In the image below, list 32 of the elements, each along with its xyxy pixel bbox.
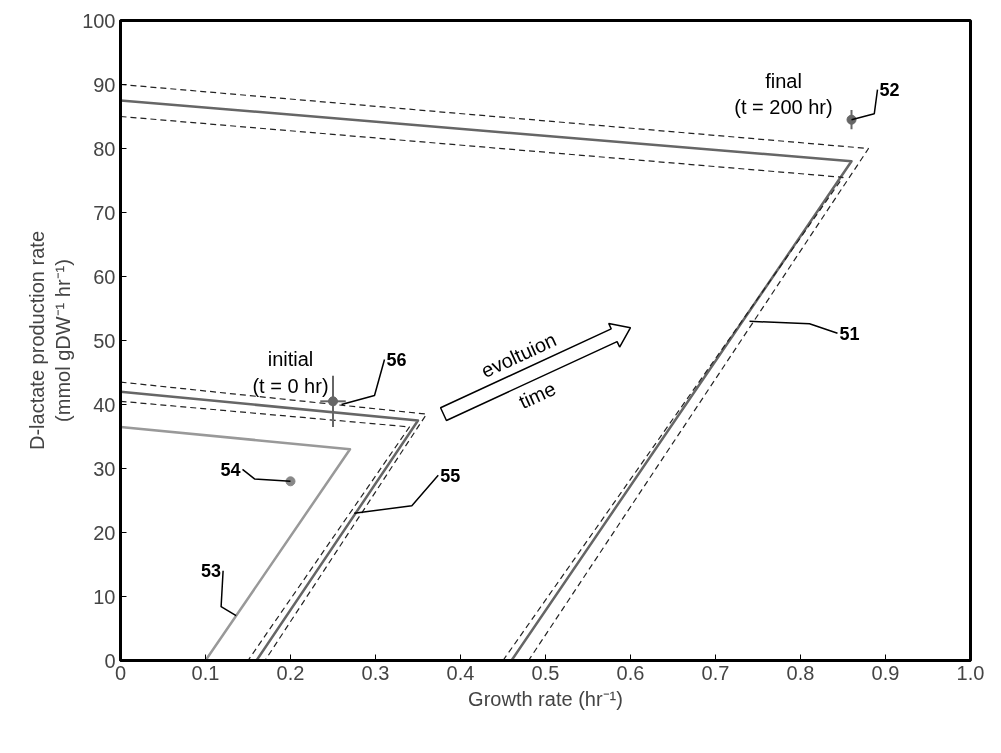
annotation: time: [515, 377, 559, 413]
annotation: initial (t = 0 hr): [252, 348, 329, 397]
x-tick-label: 0.2: [276, 661, 305, 684]
annotation: 55: [440, 465, 461, 486]
y-axis-title: D-lactate production rate (mmol gDW⁻¹ hr⁻¹): [25, 230, 75, 450]
annotation: 53: [201, 561, 222, 582]
y-tick-label: 20: [93, 521, 116, 544]
x-tick-label: 0.1: [191, 661, 220, 684]
y-tick-label: 40: [93, 393, 116, 416]
x-tick-label: 0.6: [616, 661, 645, 684]
x-tick-label: 0.9: [871, 661, 900, 684]
y-tick-label: 80: [93, 137, 116, 160]
annotation: 51: [839, 323, 860, 344]
x-tick-label: 0.5: [531, 661, 560, 684]
x-tick-label: 0.7: [701, 661, 730, 684]
point: [328, 396, 338, 407]
x-axis-title: Growth rate (hr⁻¹): [468, 687, 623, 710]
y-tick-label: 100: [82, 9, 116, 32]
y-tick-label: 70: [93, 201, 116, 224]
annotation: 56: [386, 350, 407, 370]
y-tick-label: 60: [93, 265, 116, 288]
x-tick-label: 0.8: [786, 661, 815, 684]
x-tick-label: 1.0: [956, 661, 985, 684]
annotation: final (t = 200 hr): [734, 69, 833, 119]
annotation: 54: [220, 459, 241, 480]
y-tick-label: 10: [93, 585, 116, 608]
x-tick-label: 0.3: [361, 661, 390, 684]
x-tick-label: 0.4: [446, 661, 475, 684]
y-tick-label: 50: [93, 329, 116, 352]
annotation: 52: [879, 80, 900, 101]
y-tick-label: 30: [93, 457, 116, 480]
y-tick-label: 90: [93, 73, 116, 96]
